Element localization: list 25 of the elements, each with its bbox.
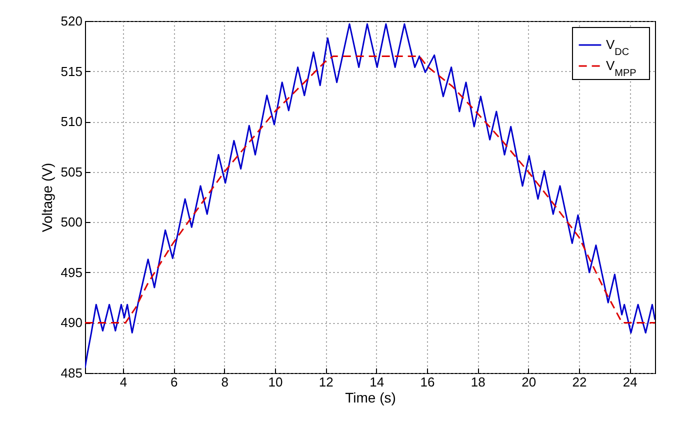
x-tick-label: 16: [420, 374, 435, 390]
line-series: [85, 23, 655, 369]
y-tick-label: 495: [60, 264, 82, 280]
x-tick-label: 8: [221, 374, 228, 390]
y-tick-label: 505: [60, 164, 82, 180]
x-tick-label: 12: [318, 374, 334, 390]
legend-label: V$_{DC}$: [606, 37, 630, 58]
y-tick-label: 510: [60, 114, 82, 130]
y-axis-title: Voltage (V): [38, 162, 55, 232]
x-tick-label: 18: [470, 374, 486, 390]
y-tick-label: 485: [60, 366, 82, 380]
y-tick-label: 515: [60, 64, 82, 79]
x-tick-label: 20: [522, 374, 536, 390]
x-tick-label: 6: [170, 374, 178, 390]
y-tick-label: 490: [60, 315, 82, 330]
x-tick-label: 22: [572, 374, 587, 390]
y-tick-label: 500: [60, 214, 82, 230]
x-tick-label: 10: [268, 374, 283, 390]
x-tick-label: 24: [622, 374, 638, 390]
line-series: [85, 55, 655, 324]
x-axis-title: Time (s): [345, 390, 396, 406]
legend-label: V$_{MPP}$: [606, 58, 637, 78]
x-tick-label: 4: [120, 374, 128, 390]
x-tick-label: 14: [370, 374, 384, 390]
y-tick-label: 520: [60, 14, 82, 28]
